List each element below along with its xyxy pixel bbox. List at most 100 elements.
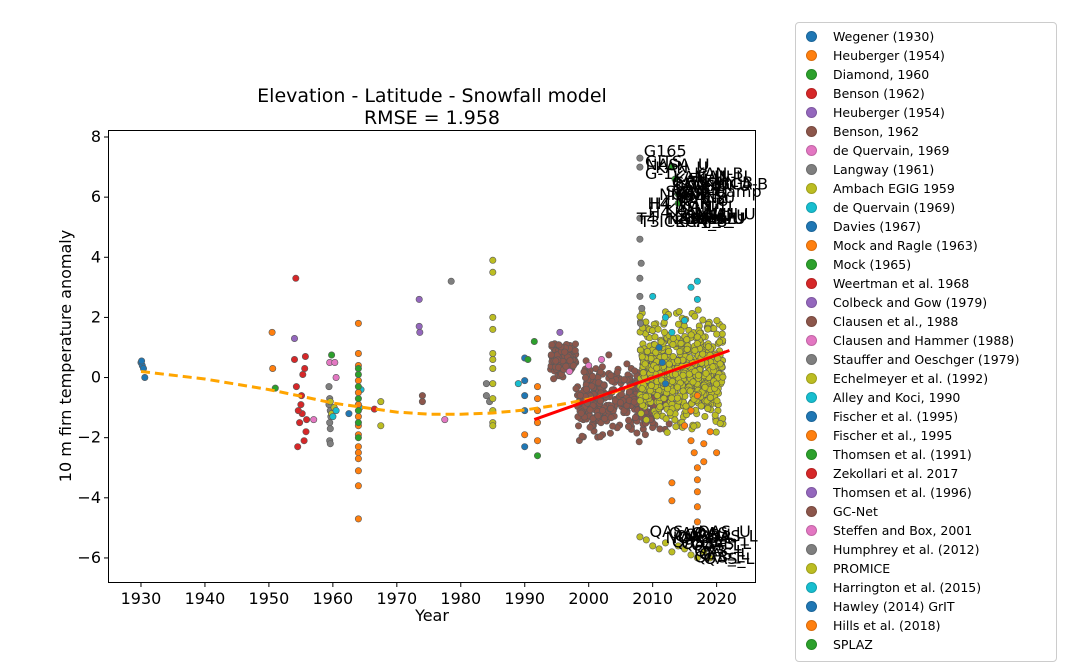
promice-point (653, 364, 661, 372)
series-point (693, 476, 701, 484)
station-label: QAS_A (678, 528, 731, 548)
series-point (416, 328, 424, 336)
promice-point (719, 373, 727, 381)
series-point (706, 428, 714, 436)
gcnet-point (578, 432, 586, 440)
promice-point (654, 325, 662, 333)
promice-point (686, 354, 694, 362)
promice-point (679, 371, 687, 379)
legend-marker (806, 430, 817, 441)
legend: Wegener (1930) Heuberger (1954) Diamond, 1… (795, 22, 1057, 662)
series-point (524, 355, 532, 363)
station-label: KAN_U (675, 176, 728, 196)
station-label: DYE-2 (680, 188, 727, 207)
gcnet-point (617, 390, 625, 398)
series-point (700, 440, 708, 448)
series-point (331, 358, 339, 366)
legend-item: Clausen and Hammer (1988) (796, 331, 1056, 350)
x-tick-label: 1930 (121, 589, 162, 608)
gcnet-point (624, 423, 632, 431)
gcnet-point (589, 372, 597, 380)
series-point (514, 380, 522, 388)
promice-point (694, 306, 702, 314)
legend-marker (806, 259, 817, 270)
series-point (636, 154, 644, 162)
legend-marker (806, 563, 817, 574)
legend-item: Mock and Ragle (1963) (796, 236, 1056, 255)
station-label: KAN_U (675, 212, 728, 232)
series-point (269, 364, 277, 372)
station-label: KANGCA-B (685, 175, 768, 194)
series-point (681, 422, 689, 430)
legend-marker (806, 544, 817, 555)
series-point (687, 437, 695, 445)
promice-point (671, 416, 679, 424)
legend-label: Stauffer and Oeschger (1979) (833, 352, 1020, 367)
gcnet-point (574, 422, 582, 430)
series-point (668, 163, 676, 171)
series-point (658, 358, 666, 366)
series-point (687, 283, 695, 291)
promice-point (677, 339, 685, 347)
series-point (290, 334, 298, 342)
series-point (482, 380, 490, 388)
legend-label: Fischer et al. (1995) (833, 409, 959, 424)
station-label: NGRIP (671, 185, 721, 204)
series-point (297, 401, 305, 409)
x-tick-label: 2000 (568, 589, 609, 608)
gcnet-point (607, 404, 615, 412)
legend-marker (806, 297, 817, 308)
station-label: QAS_L (694, 548, 745, 568)
station-label: KAN_U (673, 167, 726, 187)
series-point (706, 554, 714, 562)
series-point (674, 199, 682, 207)
series-point (354, 449, 362, 457)
legend-label: Benson, 1962 (833, 124, 920, 139)
series-point (354, 319, 362, 327)
series-point (533, 383, 541, 391)
gcnet-point (586, 423, 594, 431)
promice-point (656, 403, 664, 411)
x-tick-label: 1960 (313, 589, 354, 608)
legend-item: Diamond, 1960 (796, 65, 1056, 84)
series-point (693, 464, 701, 472)
x-tick-label: 2020 (696, 589, 737, 608)
station-label: QAS_L (707, 526, 758, 546)
station-label: KAN-U (678, 191, 729, 210)
series-point (418, 398, 426, 406)
legend-label: Benson (1962) (833, 86, 925, 101)
promice-point (674, 320, 682, 328)
solid-trend-line (533, 349, 730, 422)
legend-label: Thomsen et al. (1991) (833, 447, 972, 462)
series-point (354, 443, 362, 451)
series-point (332, 407, 340, 415)
gcnet-point (581, 374, 589, 382)
station-label: KAN-U (685, 188, 736, 207)
promice-point (647, 381, 655, 389)
series-point (354, 383, 362, 391)
series-point (671, 175, 679, 183)
legend-label: Heuberger (1954) (833, 48, 945, 63)
series-point (649, 542, 657, 550)
legend-item: Zekollari et al. 2017 (796, 464, 1056, 483)
promice-point (704, 405, 712, 413)
gcnet-point (606, 429, 614, 437)
gcnet-point (630, 398, 638, 406)
series-point (354, 395, 362, 403)
station-label: GITS (672, 173, 709, 192)
promice-point (716, 419, 724, 427)
legend-marker (806, 107, 817, 118)
series-point (636, 319, 644, 327)
series-point (415, 295, 423, 303)
gcnet-point (596, 368, 604, 376)
station-label: KAN-U (674, 203, 725, 222)
promice-point (666, 409, 674, 417)
gcnet-point (550, 375, 558, 383)
promice-point (704, 343, 712, 351)
station-label: KAN-U (705, 205, 756, 224)
legend-label: Heuberger (1954) (833, 105, 945, 120)
series-point (354, 407, 362, 415)
promice-point (693, 333, 701, 341)
promice-point (668, 394, 676, 402)
series-point (292, 383, 300, 391)
